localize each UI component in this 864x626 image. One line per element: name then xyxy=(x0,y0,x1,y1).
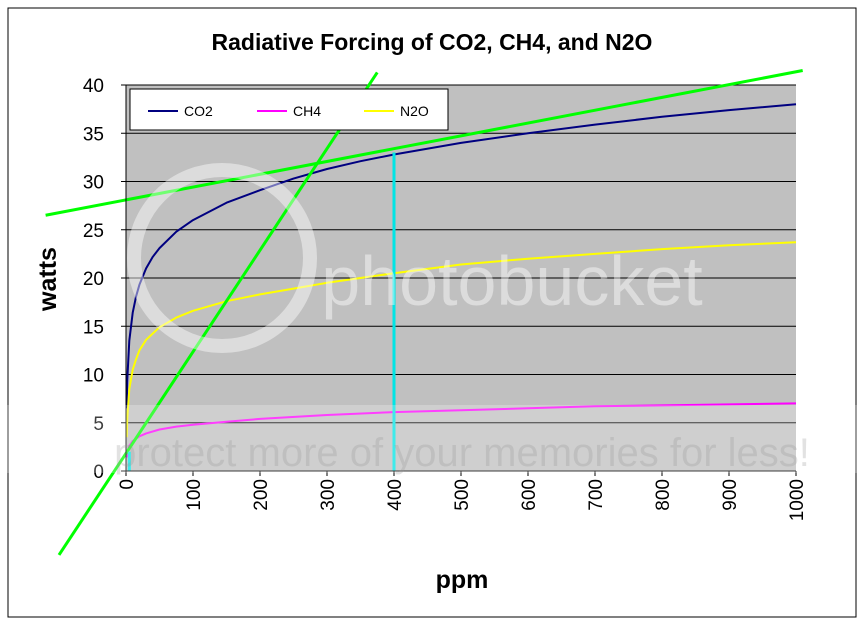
x-tick-label-7: 700 xyxy=(586,479,607,511)
x-tick-label-0: 0 xyxy=(117,479,138,490)
y-tick-label-1: 5 xyxy=(93,414,104,435)
x-axis-ticks: 0 100 200 300 400 500 600 700 800 900 1000 xyxy=(117,471,808,521)
y-tick-label-5: 25 xyxy=(83,221,104,242)
x-tick-label-9: 900 xyxy=(720,479,741,511)
y-tick-label-0: 0 xyxy=(93,462,104,483)
legend-box xyxy=(129,88,449,131)
legend-label-co2: CO2 xyxy=(184,103,213,119)
x-tick-label-1: 100 xyxy=(184,479,205,511)
watermark-band xyxy=(0,405,864,473)
y-tick-label-7: 35 xyxy=(83,124,104,145)
y-tick-label-4: 20 xyxy=(83,269,104,290)
x-tick-label-6: 600 xyxy=(519,479,540,511)
annotation-layer xyxy=(45,69,803,556)
series-line-co2 xyxy=(125,103,797,409)
x-tick-label-3: 300 xyxy=(318,479,339,511)
annotation-trend-line-1 xyxy=(57,71,379,556)
legend: CO2 CH4 N2O xyxy=(129,88,449,131)
y-tick-label-3: 15 xyxy=(83,317,104,338)
photobucket-logo-icon xyxy=(127,163,317,353)
y-axis-ticks: 0 5 10 15 20 25 30 35 40 xyxy=(83,76,126,483)
x-tick-label-5: 500 xyxy=(452,479,473,511)
series-line-n2o xyxy=(125,241,797,438)
x-tick-label-10: 1000 xyxy=(787,479,808,521)
x-axis-label: ppm xyxy=(436,566,489,594)
x-tick-label-2: 200 xyxy=(251,479,272,511)
legend-label-ch4: CH4 xyxy=(293,103,321,119)
chart-title: Radiative Forcing of CO2, CH4, and N2O xyxy=(212,29,653,55)
gridlines xyxy=(126,84,796,424)
watermark-brand: photobucket xyxy=(321,242,702,320)
photobucket-watermark: photobucket protect more of your memorie… xyxy=(0,163,864,475)
y-tick-label-6: 30 xyxy=(83,173,104,194)
y-tick-label-2: 10 xyxy=(83,366,104,387)
y-axis-label: watts xyxy=(34,247,62,312)
legend-label-n2o: N2O xyxy=(400,103,429,119)
y-tick-label-8: 40 xyxy=(83,76,104,97)
annotation-trend-line-0 xyxy=(45,69,803,217)
x-tick-label-8: 800 xyxy=(653,479,674,511)
x-tick-label-4: 400 xyxy=(385,479,406,511)
watermark-tagline: protect more of your memories for less! xyxy=(114,431,810,475)
